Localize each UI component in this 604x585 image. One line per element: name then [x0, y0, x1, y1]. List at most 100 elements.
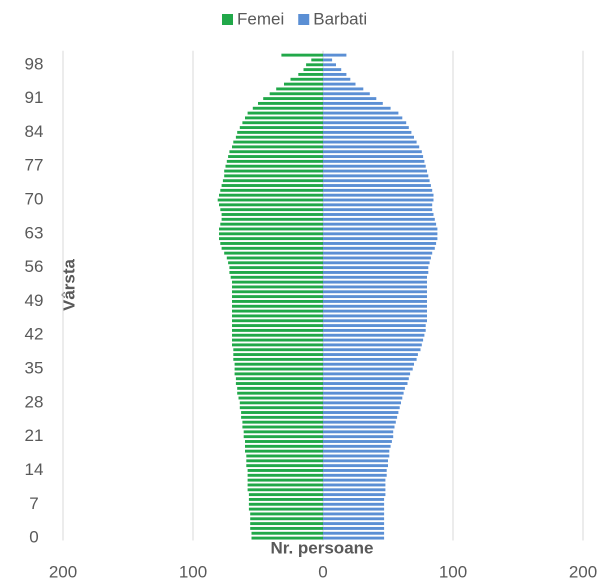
x-axis-label: Nr. persoane [271, 538, 374, 557]
bar [234, 362, 323, 366]
bar [323, 488, 386, 492]
bar [247, 478, 323, 482]
legend-swatch [222, 14, 233, 25]
bar [224, 174, 323, 178]
bar [290, 77, 323, 81]
bar [323, 430, 394, 434]
bar [241, 411, 323, 414]
bar [232, 314, 323, 318]
bar [232, 295, 323, 299]
bar [323, 271, 429, 274]
bar [323, 68, 342, 72]
bar [242, 121, 323, 125]
bar [233, 348, 323, 352]
bar [219, 227, 323, 231]
bar [232, 319, 323, 323]
bar [323, 391, 404, 395]
bar [323, 502, 385, 506]
bar [247, 111, 323, 115]
y-axis-label: Vârsta [59, 258, 78, 311]
bar [323, 208, 433, 212]
bar [323, 217, 435, 221]
bar [323, 87, 364, 91]
bar [219, 232, 323, 236]
bar [323, 299, 427, 303]
bar [221, 217, 323, 221]
bar [323, 319, 427, 323]
bar [248, 507, 323, 511]
bar [229, 266, 323, 270]
bar [234, 367, 323, 371]
bar [235, 135, 323, 139]
bar [323, 193, 434, 197]
y-tick-label: 98 [25, 54, 44, 73]
bar [258, 101, 323, 105]
bar [248, 493, 323, 497]
x-tick-label: 100 [179, 562, 207, 581]
bar [232, 145, 323, 149]
bar [243, 430, 323, 434]
bar [323, 164, 426, 168]
bar [323, 493, 386, 497]
bar [323, 415, 398, 419]
bar [323, 82, 356, 86]
bar [248, 502, 323, 506]
bar [245, 116, 323, 120]
bar [323, 266, 429, 270]
bar [323, 174, 429, 178]
bar [323, 314, 427, 318]
bar [323, 353, 418, 357]
bar [245, 440, 323, 443]
bar [221, 184, 323, 187]
bar [323, 444, 391, 448]
bar [232, 343, 323, 347]
legend-label: Barbati [313, 9, 367, 28]
bar [323, 338, 424, 342]
bar [221, 213, 323, 216]
bar [220, 188, 323, 192]
bar [224, 251, 323, 255]
y-tick-label: 63 [25, 223, 44, 242]
x-tick-label: 100 [439, 562, 467, 581]
bar [323, 256, 431, 260]
bar [323, 116, 403, 120]
bar [241, 415, 323, 419]
bar [323, 396, 403, 400]
bar [323, 111, 399, 115]
bar [232, 285, 323, 289]
bar [220, 242, 323, 245]
bar [247, 469, 323, 472]
bar [323, 251, 433, 255]
bar [323, 63, 336, 67]
bar [219, 193, 323, 197]
bar [323, 295, 427, 299]
bar [247, 473, 323, 477]
bar [230, 275, 323, 279]
bar [229, 271, 323, 274]
bar [269, 92, 323, 96]
bar [252, 106, 323, 110]
bar [239, 126, 323, 130]
bar [235, 382, 323, 385]
bar [251, 531, 323, 535]
bar [323, 449, 390, 453]
bar [248, 497, 323, 501]
bar [306, 63, 323, 67]
bar [232, 338, 323, 342]
y-tick-label: 56 [25, 257, 44, 276]
bar [233, 353, 323, 357]
bar [232, 280, 323, 284]
bar [251, 536, 323, 540]
bar [250, 512, 323, 516]
bar [323, 386, 405, 390]
bar [323, 478, 386, 482]
bar [232, 290, 323, 294]
bar [323, 425, 395, 429]
bar [323, 261, 430, 265]
bar [242, 425, 323, 429]
bar [303, 68, 323, 72]
bar [221, 246, 323, 250]
bar [233, 140, 323, 144]
bar [323, 101, 383, 105]
